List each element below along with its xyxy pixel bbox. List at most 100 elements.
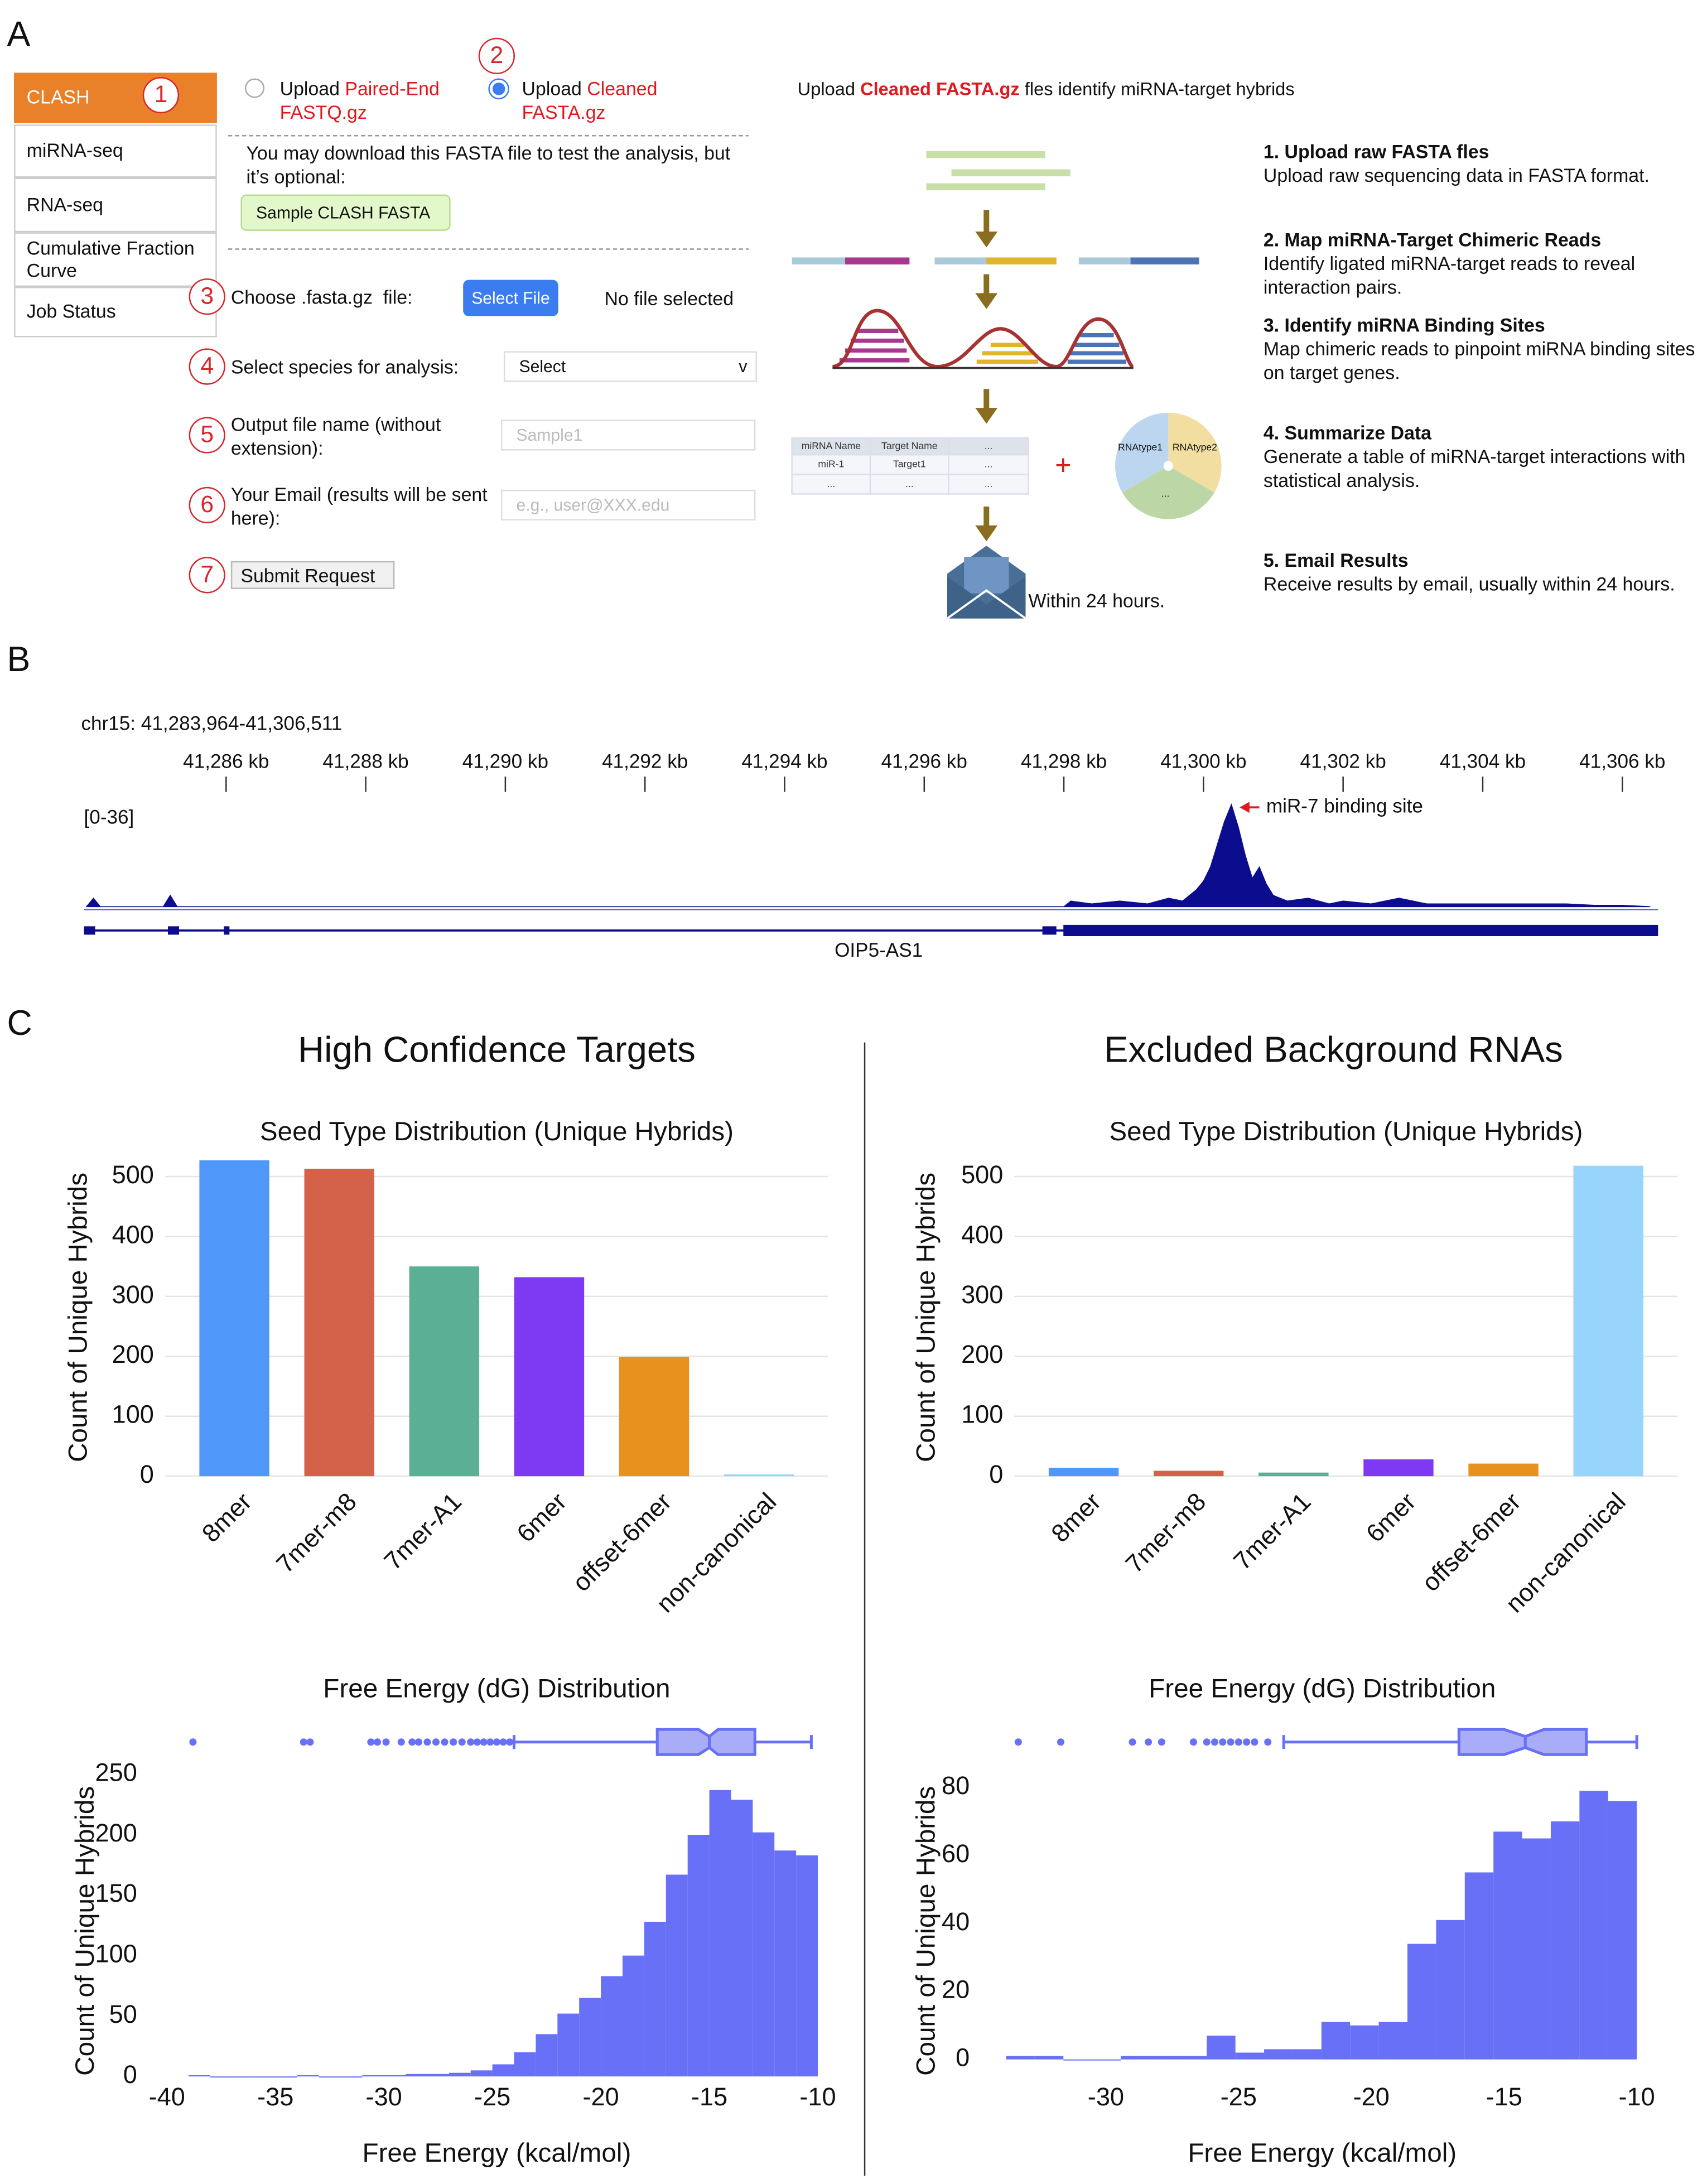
histogram-bar: [1264, 2049, 1293, 2060]
envelope-icon: [946, 546, 1026, 620]
x-tick-label: 6mer: [511, 1487, 572, 1548]
pileup-read: [990, 343, 1025, 348]
pie-slice: [1122, 466, 1214, 519]
pie-label: ...: [1161, 489, 1170, 500]
y-tick-label: 0: [989, 1460, 1003, 1488]
select-file-button[interactable]: Select File: [463, 279, 558, 316]
x-tick-label: 41,298 kb: [1021, 750, 1107, 772]
chart-title: Free Energy (dG) Distribution: [323, 1674, 670, 1703]
y-tick-label: 250: [95, 1758, 137, 1787]
pileup-read: [976, 359, 1039, 364]
y-tick-label: 150: [95, 1879, 137, 1907]
histogram-bar: [362, 2075, 384, 2077]
histogram-bar: [1034, 2056, 1064, 2060]
box-outlier: [441, 1738, 449, 1746]
menu-item[interactable]: Job Status: [14, 287, 217, 338]
envelope-fold: [946, 589, 1026, 620]
step-description: 4. Summarize Data Generate a table of miR…: [1264, 421, 1698, 493]
step-number: 2: [478, 37, 515, 74]
menu-item[interactable]: RNA-seq: [14, 177, 217, 233]
table-cell: ...: [905, 479, 914, 489]
bar: [514, 1277, 585, 1477]
option-highlight: Cleaned FASTA.gz: [522, 78, 658, 123]
menu-item[interactable]: miRNA-seq: [14, 124, 217, 178]
step-description: 1. Upload raw FASTA fles Upload raw seque…: [1264, 140, 1698, 187]
select-text: Select: [519, 356, 566, 377]
bar: [1048, 1468, 1119, 1477]
annotation: miR-7 binding site: [1266, 796, 1423, 817]
x-tick-label: -20: [1353, 2082, 1390, 2111]
arrow-head: [975, 293, 998, 309]
box-outlier: [1189, 1738, 1197, 1746]
step-title: 4. Summarize Data: [1263, 422, 1432, 444]
upload-option[interactable]: Upload Paired-End FASTQ.gz: [280, 77, 469, 124]
option-prefix: Upload: [279, 78, 345, 100]
x-tick-label: 7mer-m8: [1120, 1487, 1212, 1579]
y-tick-label: 300: [112, 1280, 154, 1309]
arrow-head: [975, 232, 998, 248]
x-tick-label: 41,300 kb: [1160, 750, 1246, 772]
x-tick-label: 41,304 kb: [1440, 750, 1526, 772]
histogram-bar: [384, 2075, 406, 2077]
table-header-bg: [791, 437, 1029, 456]
chart-title: Seed Type Distribution (Unique Hybrids): [260, 1117, 734, 1146]
histogram-bar: [406, 2074, 427, 2077]
email-input[interactable]: e.g., user@XXX.edu: [500, 489, 756, 521]
box-outlier: [1145, 1738, 1153, 1746]
table-cell: ...: [984, 441, 993, 451]
radio-selected[interactable]: [488, 78, 509, 100]
table-row: miRNA Name Target Name...: [792, 438, 1029, 455]
pileup-read: [850, 338, 904, 343]
field-label: Your Email (results will be sent here):: [230, 484, 488, 529]
box-outlier: [1219, 1738, 1227, 1746]
histogram-bar: [427, 2074, 449, 2077]
locus: chr15: 41,283,964-41,306,511: [81, 713, 342, 735]
box-outlier: [1158, 1738, 1165, 1746]
histogram-bar: [232, 2076, 254, 2078]
gene-exon: [1063, 924, 1658, 936]
box-outlier: [467, 1738, 475, 1746]
group-title: Excluded Background RNAs: [1104, 1029, 1563, 1069]
pileup: [832, 308, 1135, 369]
group-title: High Confidence Targets: [298, 1029, 696, 1069]
x-tick-label: 41,302 kb: [1300, 750, 1386, 772]
upload-option[interactable]: Upload Cleaned FASTA.gz: [522, 77, 690, 124]
histogram-bar: [666, 1874, 688, 2077]
peak-curve: [832, 308, 1135, 369]
menu-item[interactable]: CLASH: [14, 73, 217, 123]
x-tick-label: 41,288 kb: [322, 750, 408, 772]
submit-button[interactable]: Submit Request: [230, 561, 395, 589]
menu-item[interactable]: Cumulative Fraction Curve: [14, 232, 217, 287]
bar: [1468, 1463, 1539, 1477]
pie-label: RNAtype1: [1118, 443, 1163, 454]
bar: [724, 1474, 794, 1477]
y-tick-label: 100: [112, 1400, 154, 1429]
x-tick-label: 41,286 kb: [183, 750, 269, 772]
box-body: [655, 1728, 756, 1756]
histogram-bar: [1350, 2025, 1379, 2060]
y-tick-label: 200: [961, 1340, 1003, 1368]
step-title: 3. Identify miRNA Binding Sites: [1263, 315, 1545, 336]
output-input[interactable]: Sample1: [500, 420, 756, 451]
box-outlier: [450, 1738, 457, 1746]
option-highlight: Paired-End FASTQ.gz: [279, 78, 440, 123]
mini-table: miRNA Name Target Name... miR-1 Target1...…: [792, 438, 1029, 494]
table-cell: miRNA Name: [801, 441, 861, 451]
radio[interactable]: [244, 78, 265, 98]
x-tick-label: -20: [582, 2082, 619, 2111]
table-cell: ...: [984, 479, 993, 489]
species-select[interactable]: Select v: [503, 351, 757, 382]
pileup-read: [1070, 351, 1124, 356]
bar: [409, 1266, 480, 1477]
sample-button[interactable]: Sample CLASH FASTA: [240, 194, 451, 231]
y-tick-label: 0: [956, 2043, 970, 2072]
pie-schematic: [1115, 412, 1222, 519]
bar: [1258, 1472, 1329, 1477]
gene-exon: [84, 926, 95, 935]
y-axis-label: Count of Unique Hybrids: [64, 1173, 93, 1462]
histogram-bar: [210, 2076, 232, 2078]
histogram-bar: [709, 1790, 731, 2077]
box-outlier: [408, 1738, 416, 1746]
